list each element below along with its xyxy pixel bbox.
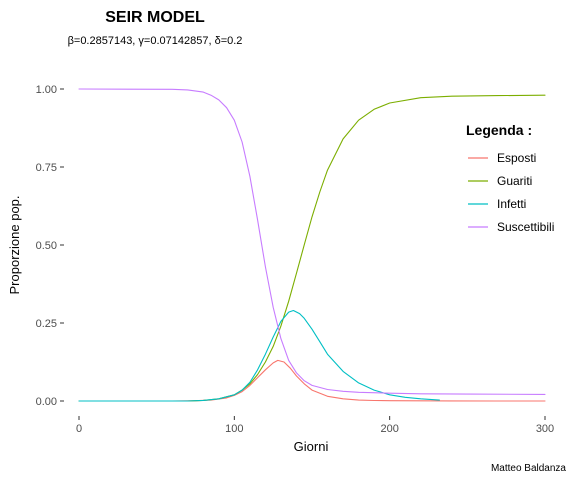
- y-tick-label: 0.25: [36, 318, 57, 330]
- x-tick-label: 100: [225, 423, 243, 435]
- x-tick-label: 200: [380, 423, 398, 435]
- chart-title: SEIR MODEL: [105, 9, 205, 26]
- series-line-esposti: [78, 359, 546, 402]
- caption: Matteo Baldanza: [491, 463, 566, 474]
- y-tick-label: 1.00: [36, 84, 57, 96]
- x-tick-label: 0: [76, 423, 82, 435]
- legend-label-infetti: Infetti: [497, 197, 526, 211]
- y-axis-title: Proporzione pop.: [7, 195, 22, 294]
- legend-label-guariti: Guariti: [497, 174, 532, 188]
- y-tick-label: 0.00: [36, 396, 57, 408]
- legend-title: Legenda :: [466, 122, 532, 138]
- chart-subtitle: β=0.2857143, γ=0.07142857, δ=0.2: [68, 35, 243, 47]
- series-line-suscettibili: [78, 88, 546, 395]
- y-tick-label: 0.75: [36, 162, 57, 174]
- x-tick-label: 300: [536, 423, 554, 435]
- legend-label-esposti: Esposti: [497, 151, 536, 165]
- series-line-infetti: [78, 309, 440, 402]
- y-tick-label: 0.50: [36, 240, 57, 252]
- series-line-guariti: [78, 94, 546, 402]
- legend-label-suscettibili: Suscettibili: [497, 220, 554, 234]
- x-axis-title: Giorni: [294, 439, 329, 454]
